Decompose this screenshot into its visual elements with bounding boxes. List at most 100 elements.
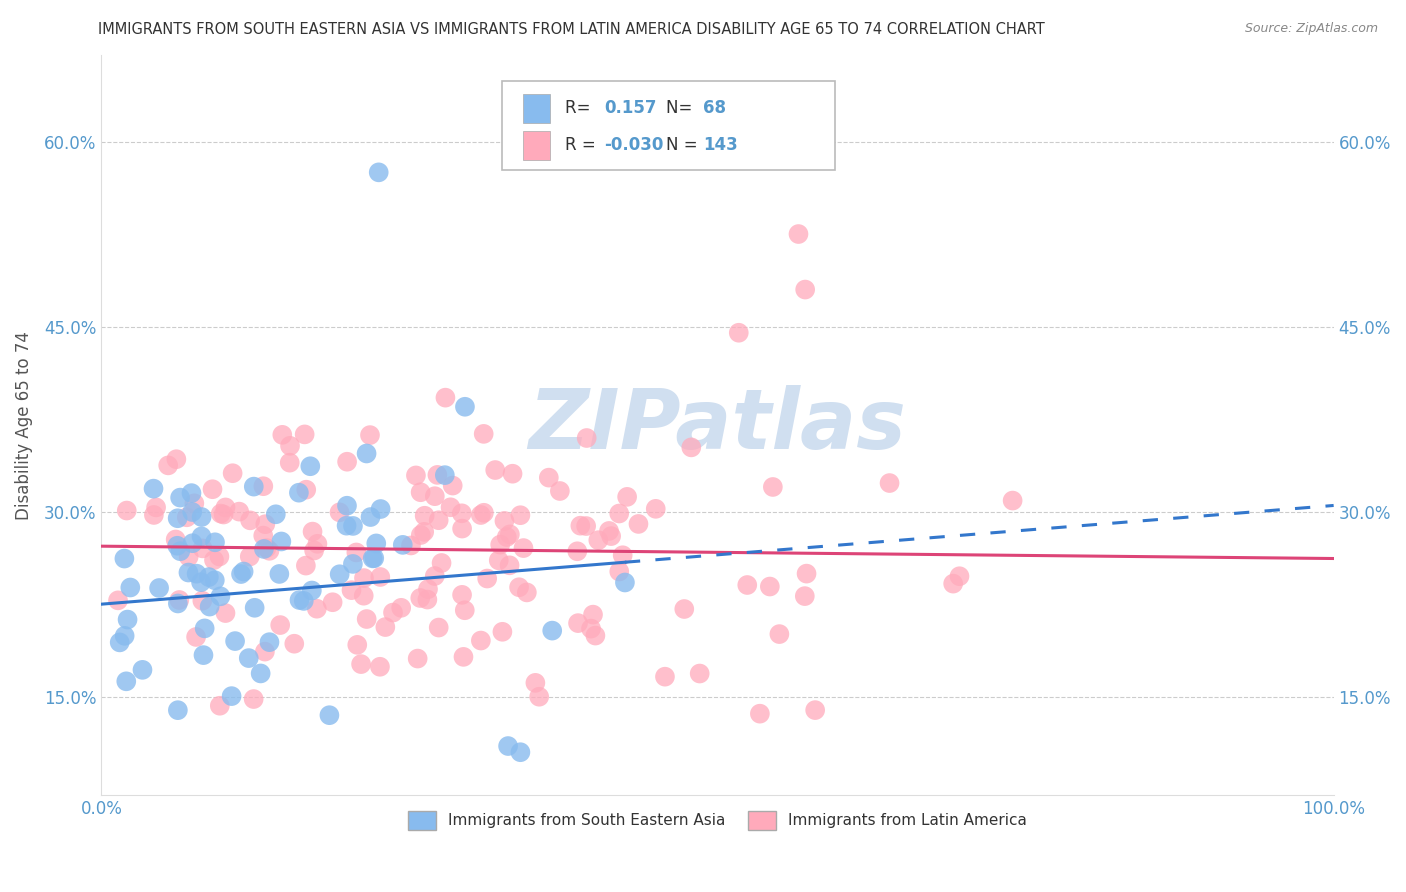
Point <box>423 569 446 583</box>
Bar <box>523 95 550 122</box>
Point <box>239 513 262 527</box>
Point <box>416 582 439 597</box>
Point <box>470 633 492 648</box>
Point <box>278 456 301 470</box>
Point <box>145 500 167 515</box>
Point <box>416 592 439 607</box>
Point <box>165 452 187 467</box>
Point <box>367 165 389 179</box>
Point <box>600 529 623 543</box>
Point <box>239 549 262 564</box>
Point <box>588 533 610 548</box>
Point <box>252 528 274 542</box>
Point <box>454 603 477 617</box>
Point <box>495 530 517 544</box>
Point <box>430 556 453 570</box>
Point <box>567 544 589 558</box>
Text: R=: R= <box>565 99 596 118</box>
Point <box>494 514 516 528</box>
Point <box>256 541 278 555</box>
Point <box>450 506 472 520</box>
Point <box>169 593 191 607</box>
Point <box>180 486 202 500</box>
Point <box>654 670 676 684</box>
Point <box>269 566 291 581</box>
Text: N =: N = <box>666 136 697 154</box>
Point <box>254 517 277 532</box>
Point <box>368 659 391 673</box>
Point <box>569 518 592 533</box>
Point <box>472 426 495 441</box>
Point <box>598 524 620 538</box>
Point <box>353 571 375 585</box>
Point <box>413 508 436 523</box>
Point <box>434 391 457 405</box>
FancyBboxPatch shape <box>502 81 835 169</box>
Point <box>762 480 785 494</box>
Point <box>252 479 274 493</box>
Text: 68: 68 <box>703 99 725 118</box>
Point <box>359 428 381 442</box>
Point <box>238 651 260 665</box>
Point <box>1001 493 1024 508</box>
Point <box>787 227 810 241</box>
Point <box>107 593 129 607</box>
Point <box>567 616 589 631</box>
Text: Source: ZipAtlas.com: Source: ZipAtlas.com <box>1244 22 1378 36</box>
Point <box>278 439 301 453</box>
Point <box>541 624 564 638</box>
Point <box>575 431 598 445</box>
Point <box>299 459 322 474</box>
Text: N=: N= <box>666 99 697 118</box>
Point <box>453 649 475 664</box>
Point <box>242 692 264 706</box>
Point <box>191 541 214 556</box>
Point <box>336 499 359 513</box>
Point <box>202 553 225 567</box>
Point <box>366 536 388 550</box>
Point <box>318 708 340 723</box>
Point <box>489 538 512 552</box>
Point <box>579 622 602 636</box>
Point <box>253 645 276 659</box>
Point <box>575 519 598 533</box>
Point <box>350 657 373 672</box>
Point <box>307 537 329 551</box>
Point <box>363 551 385 566</box>
Point <box>759 580 782 594</box>
Point <box>243 600 266 615</box>
Point <box>169 544 191 558</box>
Point <box>427 621 450 635</box>
Point <box>305 601 328 615</box>
Point <box>353 589 375 603</box>
Point <box>426 467 449 482</box>
Point <box>727 326 749 340</box>
Point <box>120 581 142 595</box>
Point <box>212 508 235 522</box>
Point <box>294 427 316 442</box>
Point <box>748 706 770 721</box>
Point <box>301 524 323 539</box>
Point <box>673 602 696 616</box>
Point <box>524 676 547 690</box>
Point <box>399 538 422 552</box>
Point <box>232 565 254 579</box>
Text: 143: 143 <box>703 136 738 154</box>
Point <box>193 648 215 662</box>
Point <box>221 467 243 481</box>
Point <box>382 606 405 620</box>
Point <box>488 553 510 567</box>
Point <box>361 551 384 566</box>
Bar <box>523 131 550 160</box>
Text: IMMIGRANTS FROM SOUTH EASTERN ASIA VS IMMIGRANTS FROM LATIN AMERICA DISABILITY A: IMMIGRANTS FROM SOUTH EASTERN ASIA VS IM… <box>98 22 1045 37</box>
Point <box>423 489 446 503</box>
Point <box>389 600 412 615</box>
Point <box>208 698 231 713</box>
Point <box>117 613 139 627</box>
Point <box>191 593 214 607</box>
Point <box>115 503 138 517</box>
Point <box>607 507 630 521</box>
Point <box>942 576 965 591</box>
Point <box>413 524 436 539</box>
Point <box>616 490 638 504</box>
